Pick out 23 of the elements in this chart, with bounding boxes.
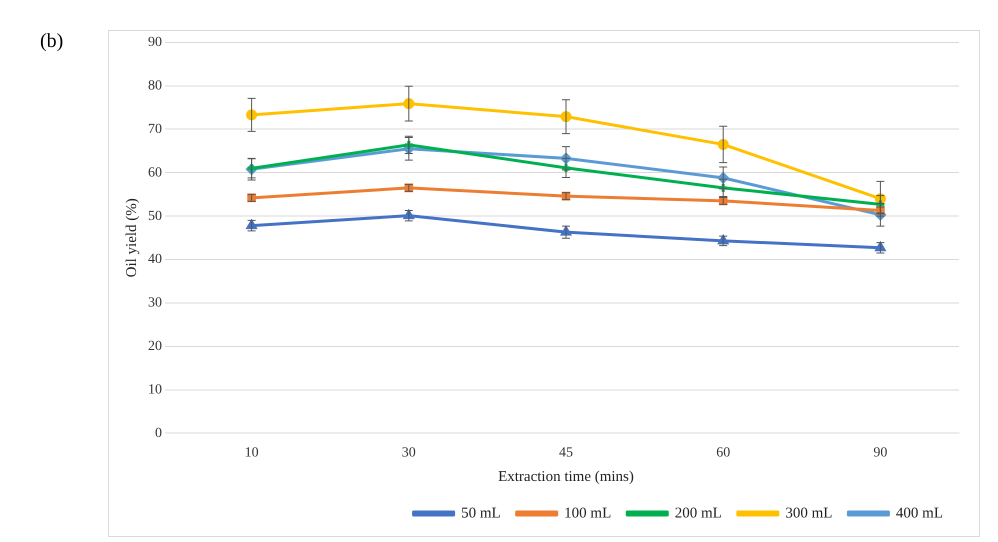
x-tick-label: 60 xyxy=(716,445,730,460)
y-tick-label: 20 xyxy=(148,339,162,354)
legend-label: 200 mL xyxy=(674,505,722,522)
y-tick-label: 60 xyxy=(148,165,162,180)
y-tick-label: 70 xyxy=(148,122,162,137)
legend-label: 400 mL xyxy=(896,505,944,522)
x-tick-label: 30 xyxy=(402,445,416,460)
y-axis-title: Oil yield (%) xyxy=(124,198,140,278)
y-tick-label: 80 xyxy=(148,78,162,94)
x-tick-label: 10 xyxy=(244,445,259,460)
x-tick-label: 90 xyxy=(873,445,888,460)
x-axis-title: Extraction time (mins) xyxy=(498,468,634,485)
y-tick-label: 50 xyxy=(148,208,162,224)
y-tick-label: 10 xyxy=(148,382,162,398)
y-tick-label: 40 xyxy=(148,252,162,268)
y-tick-label: 90 xyxy=(148,35,162,50)
legend-label: 50 mL xyxy=(461,505,501,522)
legend-label: 300 mL xyxy=(785,505,832,522)
y-tick-label: 30 xyxy=(148,296,162,311)
x-tick-label: 45 xyxy=(559,445,573,460)
legend-label: 100 mL xyxy=(564,505,612,522)
y-tick-label: 0 xyxy=(155,426,162,441)
text: (b) xyxy=(40,30,64,53)
